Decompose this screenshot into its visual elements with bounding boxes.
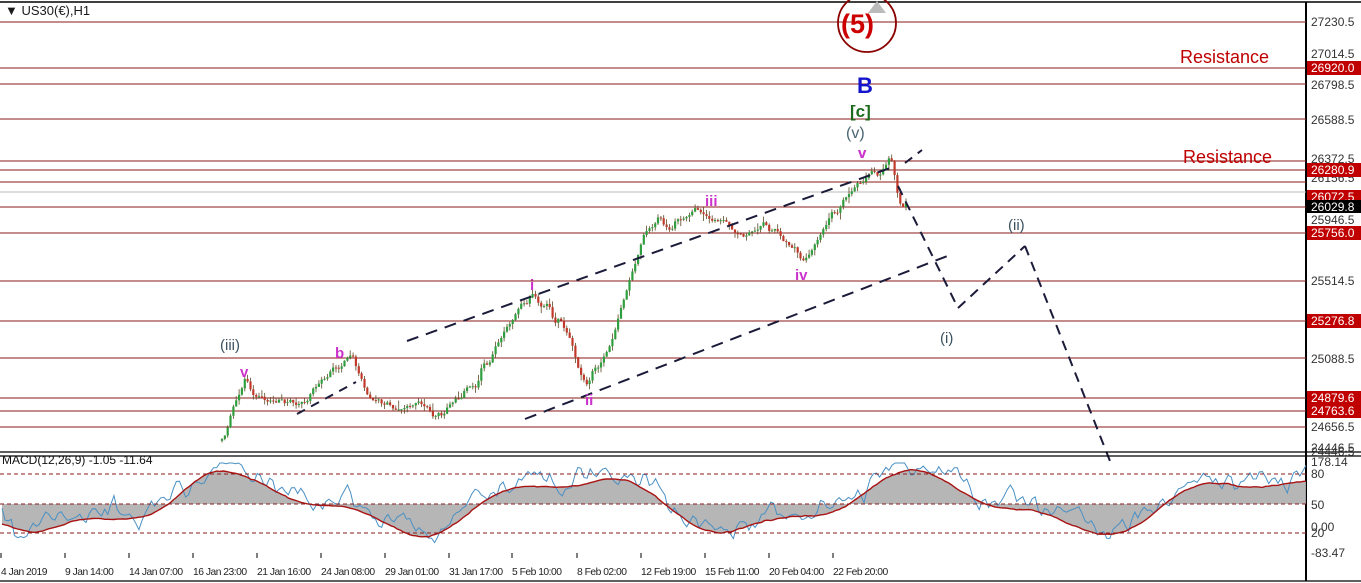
svg-text:26920.0: 26920.0 (1311, 61, 1355, 75)
svg-text:16 Jan 23:00: 16 Jan 23:00 (193, 567, 247, 578)
svg-text:12 Feb 19:00: 12 Feb 19:00 (641, 567, 696, 578)
svg-text:15 Feb 11:00: 15 Feb 11:00 (705, 567, 760, 578)
svg-text:(5): (5) (841, 9, 874, 39)
svg-text:25514.5: 25514.5 (1311, 274, 1355, 288)
svg-text:9 Jan 14:00: 9 Jan 14:00 (65, 567, 114, 578)
svg-text:29 Jan 01:00: 29 Jan 01:00 (385, 567, 439, 578)
svg-text:14 Jan 07:00: 14 Jan 07:00 (129, 567, 183, 578)
svg-text:Resistance: Resistance (1180, 47, 1269, 67)
svg-text:v: v (858, 145, 867, 162)
svg-text:iv: iv (795, 267, 808, 284)
svg-text:20: 20 (1311, 526, 1325, 540)
svg-text:v: v (240, 364, 249, 381)
svg-text:b: b (335, 345, 344, 362)
svg-text:80: 80 (1311, 467, 1325, 481)
svg-text:25946.5: 25946.5 (1311, 213, 1355, 227)
svg-text:B: B (857, 73, 873, 98)
svg-text:24 Jan 08:00: 24 Jan 08:00 (321, 567, 375, 578)
svg-text:20 Feb 04:00: 20 Feb 04:00 (769, 567, 824, 578)
svg-text:25756.0: 25756.0 (1311, 226, 1355, 240)
svg-text:26029.8: 26029.8 (1311, 200, 1355, 214)
svg-text:(ii): (ii) (1008, 217, 1025, 234)
svg-text:24656.5: 24656.5 (1311, 420, 1355, 434)
svg-text:50: 50 (1311, 498, 1325, 512)
svg-text:26798.5: 26798.5 (1311, 78, 1355, 92)
svg-text:-83.47: -83.47 (1311, 546, 1345, 560)
svg-text:27014.5: 27014.5 (1311, 47, 1355, 61)
svg-text:MACD(12,26,9) -1.05 -11.64: MACD(12,26,9) -1.05 -11.64 (2, 453, 153, 467)
svg-text:27230.5: 27230.5 (1311, 15, 1355, 29)
svg-text:26280.9: 26280.9 (1311, 163, 1355, 177)
svg-text:Resistance: Resistance (1183, 147, 1272, 167)
svg-text:24879.6: 24879.6 (1311, 391, 1355, 405)
svg-text:(iii): (iii) (220, 337, 240, 354)
svg-text:4 Jan 2019: 4 Jan 2019 (1, 567, 48, 578)
svg-text:21 Jan 16:00: 21 Jan 16:00 (257, 567, 311, 578)
svg-text:[c]: [c] (850, 102, 871, 121)
svg-text:8 Feb 02:00: 8 Feb 02:00 (577, 567, 627, 578)
svg-text:ii: ii (585, 392, 593, 409)
svg-text:i: i (530, 277, 534, 294)
svg-text:5 Feb 10:00: 5 Feb 10:00 (512, 567, 562, 578)
svg-text:(i): (i) (940, 330, 953, 347)
svg-text:25276.8: 25276.8 (1311, 314, 1355, 328)
svg-text:31 Jan 17:00: 31 Jan 17:00 (449, 567, 503, 578)
svg-text:(v): (v) (846, 125, 865, 142)
svg-text:22 Feb 20:00: 22 Feb 20:00 (833, 567, 888, 578)
svg-text:25088.5: 25088.5 (1311, 352, 1355, 366)
svg-text:iii: iii (705, 193, 718, 210)
svg-text:26588.5: 26588.5 (1311, 113, 1355, 127)
svg-text:24763.6: 24763.6 (1311, 404, 1355, 418)
